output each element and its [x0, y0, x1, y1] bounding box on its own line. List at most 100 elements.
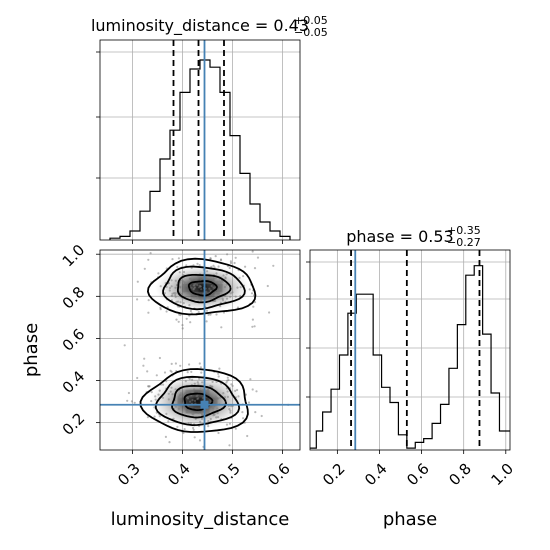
joint-sample-point — [181, 327, 184, 330]
joint-sample-point — [167, 420, 170, 423]
joint-sample-point — [229, 411, 232, 414]
phase-hist-bar — [432, 423, 440, 450]
joint-sample-point — [231, 291, 234, 294]
joint-sample-point — [180, 292, 183, 295]
joint-contour-mode0-level2 — [162, 265, 246, 311]
phase-x-axis-label: phase — [383, 509, 437, 530]
joint-sample-point — [253, 267, 257, 270]
phase-hist-outline — [310, 265, 510, 449]
phase-title-minus: −0.27 — [447, 236, 481, 249]
joint-sample-point — [213, 266, 216, 269]
joint-sample-point — [193, 382, 196, 385]
joint-sample-point — [209, 385, 213, 388]
joint-sample-point — [217, 416, 220, 419]
joint-sample-point — [143, 267, 146, 270]
joint-density-panel: 0.3 0.4 0.5 0.6 0.2 0.4 0.6 0.8 1.0 phase lumino… — [21, 241, 301, 530]
joint-sample-point — [153, 415, 156, 418]
phase-histogram-panel: 0.2 0.4 0.6 0.8 1.0 phase = 0.53 +0.35 −0.27… — [306, 224, 517, 530]
joint-sample-point — [195, 395, 198, 398]
joint-sample-point — [218, 288, 221, 291]
joint-sample-point — [178, 271, 181, 274]
joint-sample-point — [182, 302, 185, 305]
joint-sample-point — [154, 395, 157, 398]
joint-sample-point — [216, 293, 219, 296]
joint-sample-point — [174, 295, 177, 298]
joint-sample-point — [215, 416, 218, 419]
joint-sample-point — [177, 395, 180, 398]
phase-hist-bar — [499, 431, 510, 450]
joint-sample-point — [207, 420, 210, 423]
joint-sample-point — [234, 256, 237, 259]
joint-sample-point — [181, 324, 184, 327]
joint-sample-point — [211, 380, 214, 383]
luminosity-distance-hist-bar — [140, 211, 150, 240]
joint-ytick-label-2: 0.6 — [59, 325, 89, 355]
joint-sample-point — [191, 378, 194, 381]
joint-sample-point — [206, 388, 210, 391]
joint-sample-point — [251, 325, 254, 328]
joint-sample-point — [192, 428, 195, 431]
joint-sample-point — [183, 428, 186, 431]
joint-sample-point — [226, 390, 229, 393]
joint-sample-point — [248, 288, 251, 291]
joint-sample-point — [214, 277, 217, 280]
joint-density-cell — [177, 397, 186, 406]
phase-hist-bar — [373, 355, 381, 450]
joint-sample-point — [205, 290, 208, 293]
joint-sample-point — [179, 281, 182, 284]
joint-density-cell — [209, 389, 218, 398]
joint-sample-point — [228, 422, 231, 425]
joint-sample-point — [197, 383, 200, 386]
joint-sample-point — [225, 381, 228, 384]
luminosity-distance-hist-bar — [230, 136, 240, 240]
joint-density-cell — [201, 389, 210, 398]
joint-sample-point — [170, 279, 173, 282]
joint-sample-point — [184, 392, 187, 395]
joint-sample-point — [210, 265, 213, 268]
luminosity-distance-hist-bar — [180, 92, 190, 240]
joint-sample-point — [266, 284, 269, 288]
joint-sample-point — [217, 372, 220, 375]
joint-sample-point — [165, 310, 168, 313]
joint-sample-point — [207, 313, 210, 316]
joint-sample-point — [217, 431, 220, 435]
joint-sample-point — [169, 390, 172, 393]
joint-sample-point — [253, 301, 257, 304]
joint-sample-point — [193, 388, 196, 391]
joint-sample-point — [229, 260, 232, 263]
joint-sample-point — [196, 283, 199, 287]
joint-sample-point — [186, 391, 190, 394]
phase-hist-bar — [441, 404, 449, 450]
joint-density-frame — [99, 249, 301, 451]
joint-sample-point — [130, 400, 133, 403]
phase-hist-bar — [339, 355, 347, 450]
joint-sample-point — [186, 371, 189, 374]
luminosity-distance-title-plus: +0.05 — [294, 14, 328, 27]
joint-sample-point — [184, 380, 187, 383]
joint-sample-point — [200, 299, 203, 302]
joint-sample-point — [229, 292, 232, 295]
joint-sample-point — [255, 390, 258, 393]
joint-sample-point — [157, 272, 160, 275]
joint-sample-point — [188, 304, 191, 307]
phase-hist-bar — [491, 393, 499, 450]
joint-sample-point — [179, 393, 182, 397]
luminosity-distance-title-minus: −0.05 — [294, 26, 328, 39]
joint-sample-point — [190, 370, 193, 373]
joint-sample-point — [197, 411, 200, 415]
joint-sample-point — [190, 390, 193, 393]
joint-sample-point — [200, 288, 203, 291]
joint-sample-point — [246, 434, 249, 438]
phase-xtick-label-1: 0.4 — [361, 460, 391, 490]
joint-sample-point — [214, 255, 217, 258]
luminosity-distance-title: luminosity_distance = 0.43 — [91, 16, 309, 36]
joint-density-cell — [214, 275, 223, 284]
phase-hist-bar — [356, 294, 364, 450]
joint-sample-point — [236, 286, 239, 289]
joint-sample-point — [136, 280, 139, 283]
joint-sample-point — [234, 389, 237, 392]
joint-sample-point — [136, 376, 139, 380]
joint-sample-point — [193, 436, 196, 439]
joint-sample-point — [238, 276, 241, 279]
joint-sample-point — [227, 378, 230, 382]
